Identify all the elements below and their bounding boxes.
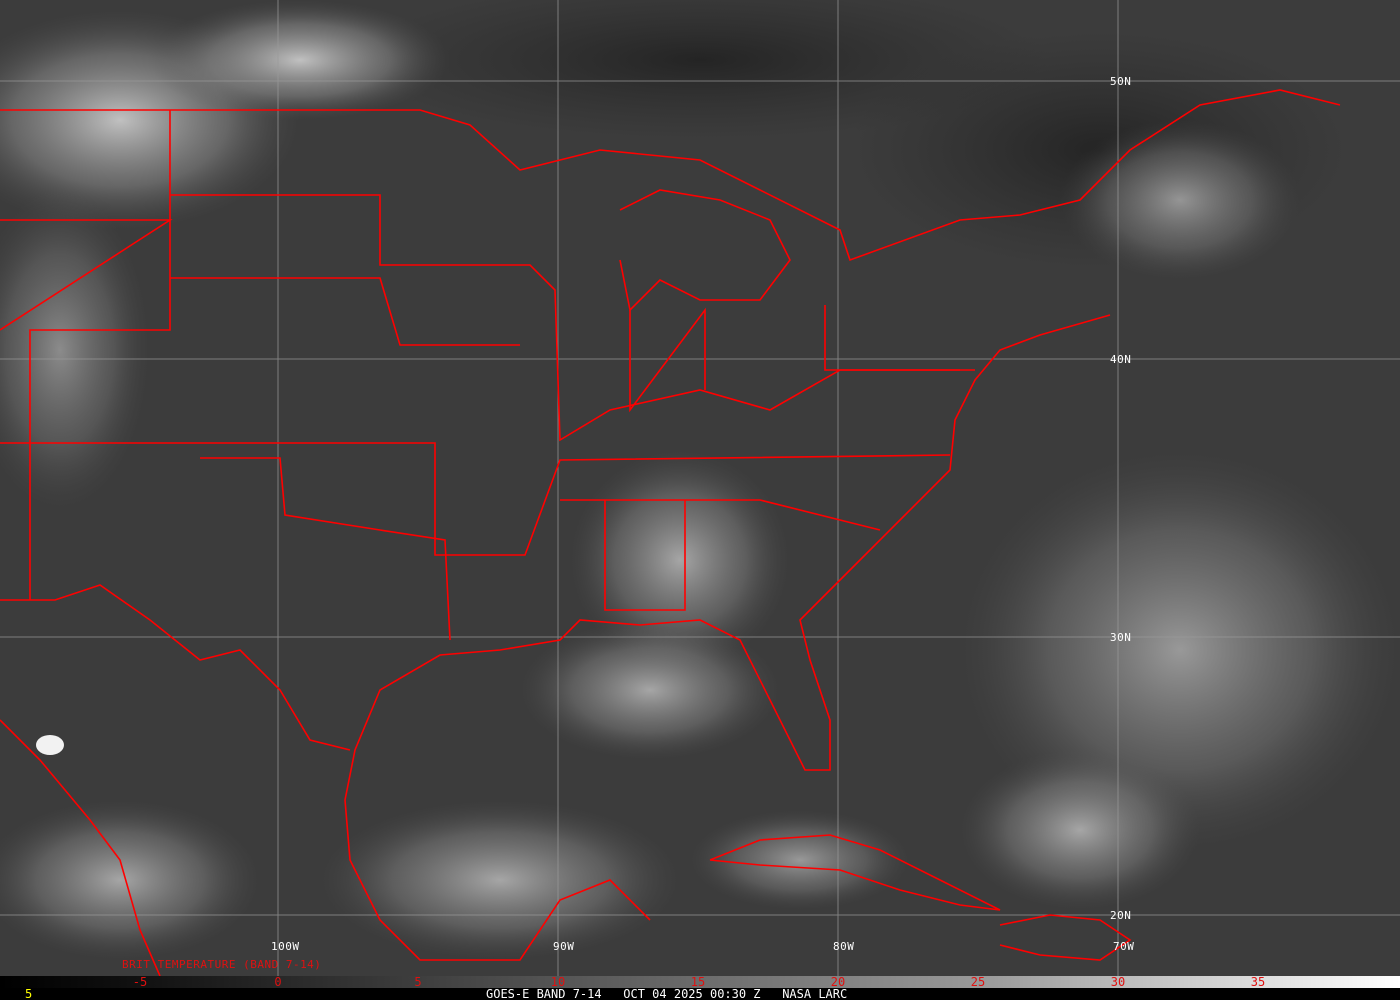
state-line-4 — [0, 442, 951, 556]
lat-label-50n: 50N — [1110, 75, 1132, 88]
state-line-9 — [170, 277, 520, 346]
state-line-6 — [604, 500, 686, 611]
atlantic-coast — [344, 314, 1111, 961]
lat-label-40n: 40N — [1110, 353, 1132, 366]
mexico-pacific-coast — [0, 719, 161, 976]
cloud-field — [0, 0, 1400, 960]
colorbar-tick: 35 — [1250, 975, 1266, 989]
colorbar-title: BRIT TEMPERATURE (BAND 7-14) — [122, 958, 322, 971]
lon-label-70w: 70W — [1113, 940, 1135, 953]
lat-label-20n: 20N — [1110, 909, 1132, 922]
lon-label-90w: 90W — [553, 940, 575, 953]
state-line-2 — [0, 219, 173, 331]
state-line-10 — [200, 457, 451, 641]
colorbar — [0, 976, 1400, 988]
colorbar-tick: 20 — [830, 975, 846, 989]
us-mexico-border — [0, 584, 351, 751]
footer-bar: 5 GOES-E BAND 7-14 OCT 04 2025 00:30 Z N… — [0, 988, 1400, 1000]
colorbar-tick: 25 — [970, 975, 986, 989]
image-caption: GOES-E BAND 7-14 OCT 04 2025 00:30 Z NAS… — [486, 987, 848, 1000]
hispaniola — [999, 914, 1132, 961]
satellite-image — [0, 0, 1400, 976]
great-lakes — [619, 189, 791, 312]
lat-label-30n: 30N — [1110, 631, 1132, 644]
lon-label-80w: 80W — [833, 940, 855, 953]
cuba — [709, 834, 1001, 911]
state-line-3 — [170, 194, 960, 442]
colorbar-tick: 15 — [690, 975, 706, 989]
colorbar-tick: 0 — [274, 975, 282, 989]
state-line-5 — [560, 499, 881, 531]
lon-label-100w: 100W — [271, 940, 300, 953]
colorbar-tick: 10 — [550, 975, 566, 989]
state-line-8 — [629, 307, 706, 413]
us-canada-border — [0, 89, 1341, 262]
colorbar-tick: 5 — [414, 975, 422, 989]
state-line-7 — [824, 305, 975, 371]
frame-number: 5 — [25, 987, 33, 1000]
colorbar-tick: -5 — [132, 975, 148, 989]
colorbar-tick: 30 — [1110, 975, 1126, 989]
political-boundaries — [0, 89, 1341, 976]
